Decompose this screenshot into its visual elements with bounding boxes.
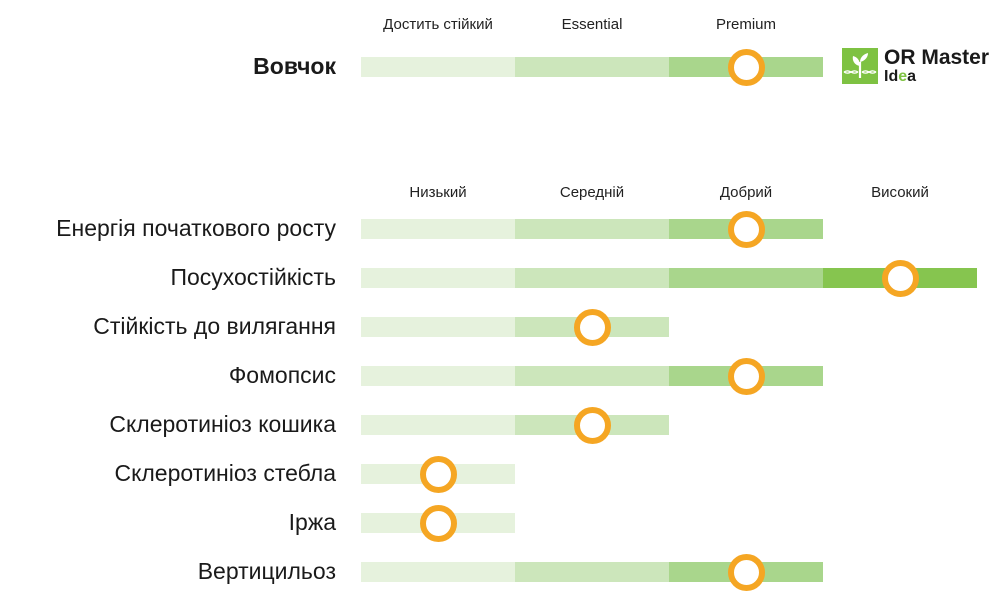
header-scale-low: Низький [409, 184, 467, 201]
header-resistance-level-2: Essential [561, 16, 623, 33]
rating-vovchok-segment-2 [515, 57, 669, 77]
row-label: Фомопсис [228, 362, 336, 388]
rating-vovchok-marker [727, 48, 765, 86]
rating-vovchok-segment-1 [361, 57, 515, 77]
row-label-vovchok: Вовчок [253, 53, 336, 79]
rating-row-4-segment-1 [361, 366, 515, 386]
rating-row-5-segment-1 [361, 415, 515, 435]
row-label: Стійкість до вилягання [93, 313, 336, 339]
header-scale-medium: Середній [559, 184, 625, 201]
brand-logo: OR Master Idea [842, 46, 1002, 88]
header-scale-high: Високий [871, 184, 929, 201]
rating-row-8-segment-1 [361, 562, 515, 582]
logo-subtitle: Idea [884, 68, 917, 85]
rating-row-1-marker [727, 210, 765, 248]
row-label: Склеротиніоз кошика [109, 411, 336, 437]
row-label: Енергія початкового росту [56, 215, 336, 241]
row-label: Склеротиніоз стебла [114, 460, 336, 486]
header-resistance-level-1: Достить стійкий [383, 16, 493, 33]
rating-row-4-segment-2 [515, 366, 669, 386]
header-resistance-level-3: Premium [715, 16, 776, 33]
rating-row-1-segment-2 [515, 219, 669, 239]
rating-row-2-marker [881, 259, 919, 297]
rating-row-2-segment-2 [515, 268, 669, 288]
rating-row-2-segment-1 [361, 268, 515, 288]
rating-row-3-segment-1 [361, 317, 515, 337]
rating-row-5-marker [573, 406, 611, 444]
logo-title: OR Master [884, 46, 990, 69]
rating-row-6-marker [419, 455, 457, 493]
rating-row-3-marker [573, 308, 611, 346]
row-label: Вертицильоз [197, 558, 336, 584]
rating-row-8-segment-2 [515, 562, 669, 582]
rating-row-4-marker [727, 357, 765, 395]
rating-row-2-segment-3 [669, 268, 823, 288]
rating-row-7-marker [419, 504, 457, 542]
row-label: Посухостійкість [170, 264, 336, 290]
row-label: Іржа [288, 509, 336, 535]
plant-dna-icon [842, 48, 878, 84]
header-scale-good: Добрий [719, 184, 773, 201]
rating-row-1-segment-1 [361, 219, 515, 239]
rating-row-8-marker [727, 553, 765, 591]
